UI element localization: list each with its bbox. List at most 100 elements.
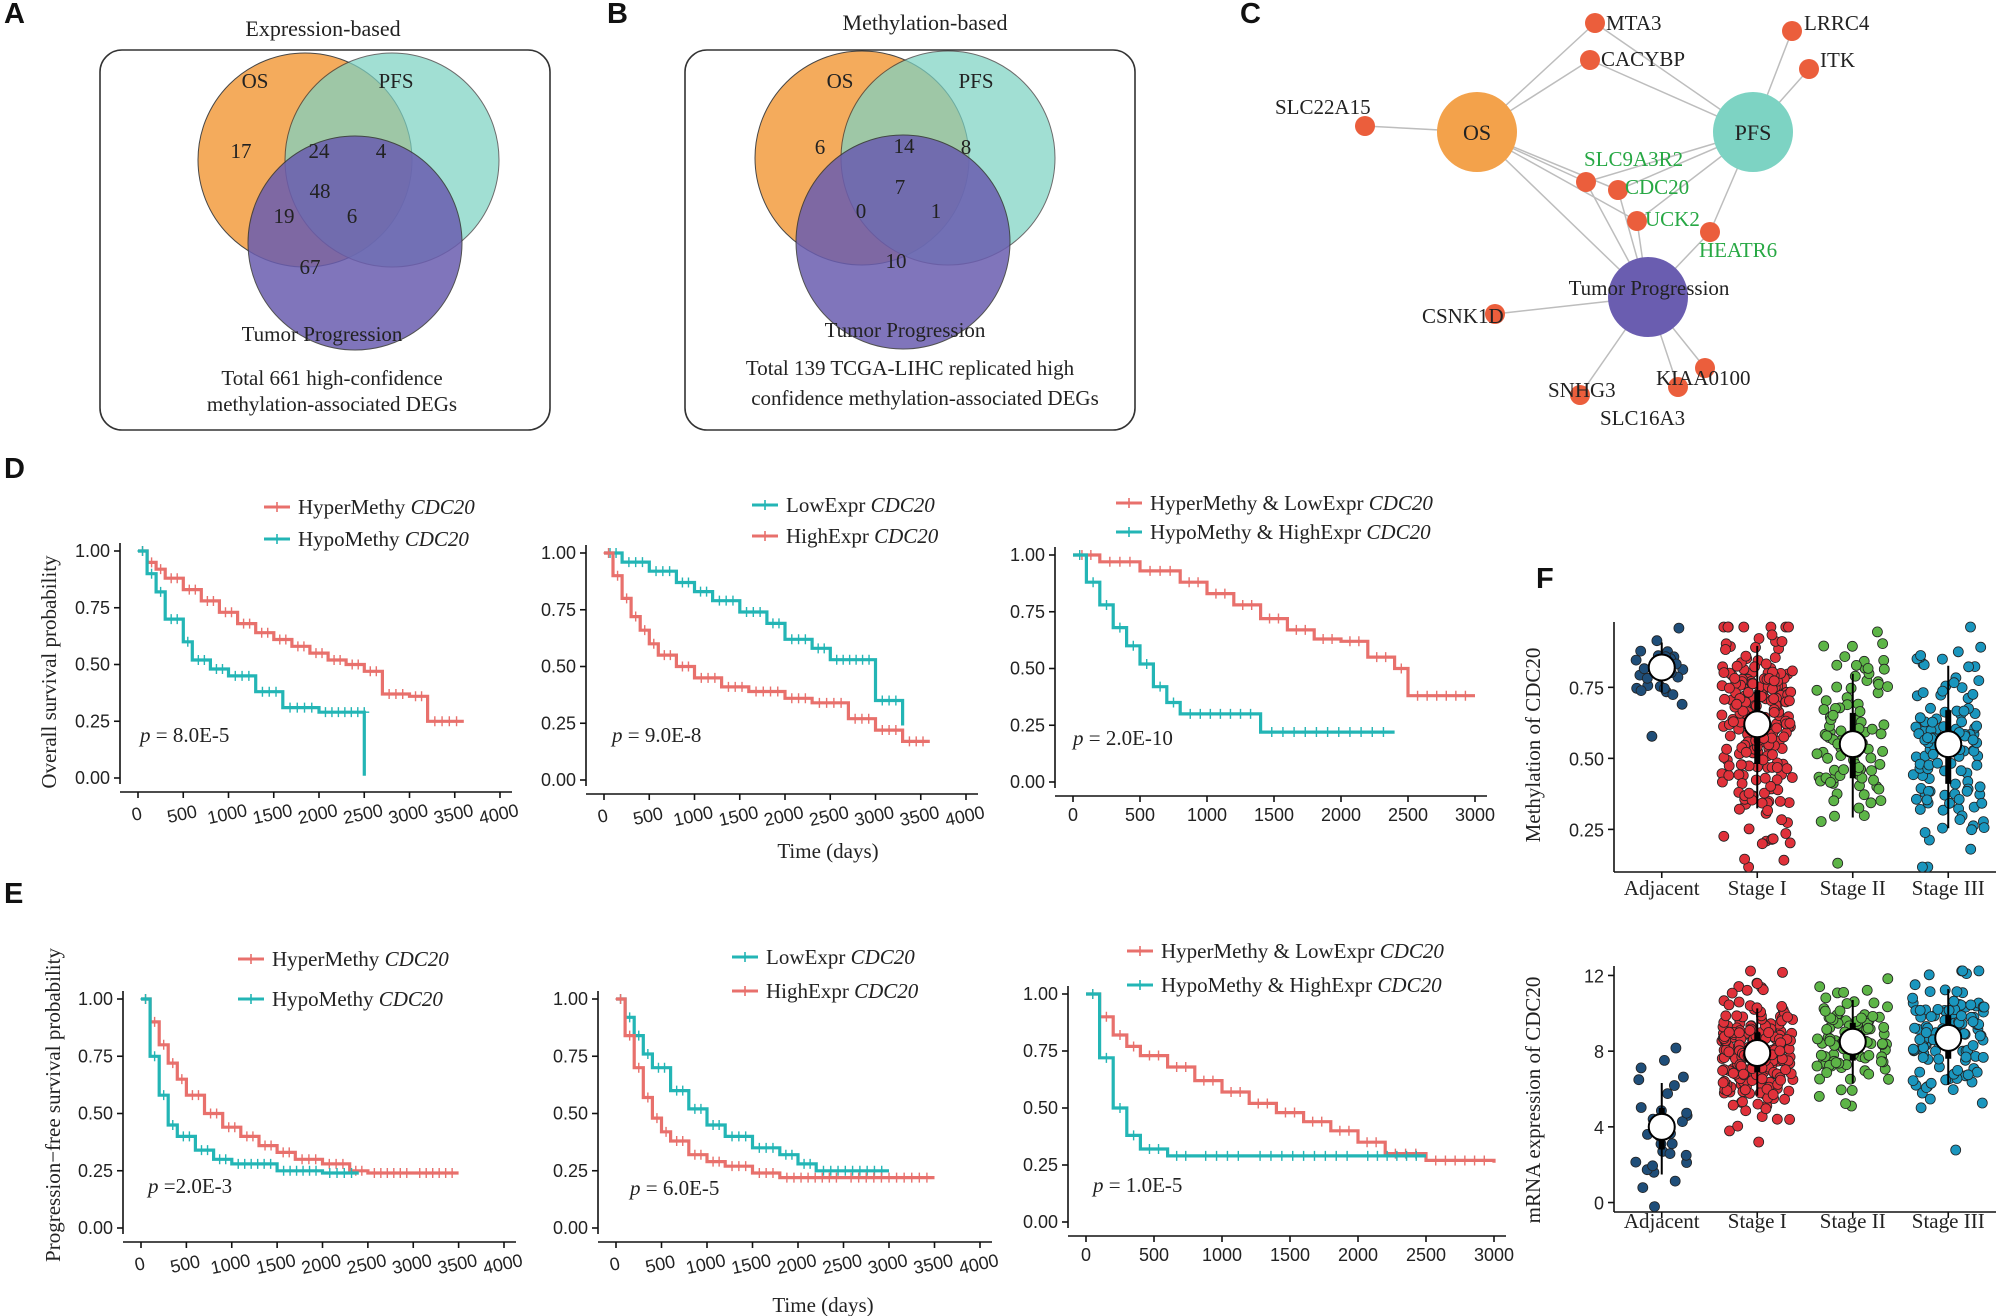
node-heatr6 (1700, 222, 1720, 242)
panel-a-caption-2: methylation-associated DEGs (207, 392, 457, 416)
censor-mark (140, 994, 151, 1004)
data-point (1861, 984, 1873, 996)
venn-b-tp-only: 10 (886, 249, 907, 273)
censor-mark (1128, 640, 1139, 651)
node-uck2 (1627, 211, 1647, 231)
data-point (1824, 1035, 1836, 1047)
km-curve-hyper (138, 549, 464, 723)
data-point (1914, 712, 1926, 724)
censor-mark (1367, 727, 1378, 738)
data-point (1877, 1038, 1888, 1050)
x-tick-label: 500 (1139, 1245, 1169, 1265)
legend-label-2: HighExpr CDC20 (786, 524, 939, 548)
censor-mark (176, 1074, 187, 1085)
censor-mark (1101, 1011, 1112, 1022)
data-point (1937, 822, 1948, 834)
x-tick-label: 2000 (762, 802, 805, 830)
x-tick-label: 500 (165, 801, 199, 827)
data-point (1845, 682, 1857, 694)
censor-mark (648, 638, 659, 649)
data-point (1774, 796, 1786, 807)
data-point (1774, 1045, 1786, 1057)
legend-label-1: HyperMethy CDC20 (272, 947, 449, 971)
gene-nodes (1355, 13, 1819, 405)
data-point (1948, 677, 1960, 689)
data-point (1907, 769, 1919, 781)
venn-b-os-pfs: 14 (894, 134, 916, 158)
data-point (1960, 1051, 1972, 1063)
data-point (1914, 804, 1926, 815)
node-cacybp (1580, 50, 1600, 70)
legend-gene: CDC20 (405, 527, 470, 551)
data-point (1962, 1069, 1974, 1081)
data-point (1978, 822, 1990, 833)
legend-swatch-mark (760, 531, 770, 541)
data-point (1669, 1080, 1680, 1091)
censor-mark (1343, 1125, 1354, 1136)
panel-c: C OS P (1240, 0, 1870, 430)
p-value-label: p = 9.0E-8 (610, 723, 701, 747)
censor-mark (661, 1126, 672, 1137)
data-point (1967, 734, 1979, 746)
censor-mark (167, 1119, 178, 1130)
data-point (1753, 1136, 1765, 1148)
censor-mark (1088, 577, 1099, 588)
data-point (1952, 646, 1964, 658)
data-point (1925, 702, 1936, 714)
legend-gene: CDC20 (851, 945, 916, 969)
gene-label-itk: ITK (1820, 48, 1855, 72)
gene-label-lrrc4: LRRC4 (1804, 11, 1870, 35)
censor-mark (1165, 565, 1176, 576)
data-point (1932, 1004, 1944, 1015)
legend-gene: CDC20 (1377, 973, 1442, 997)
censor-mark (1180, 1150, 1191, 1161)
censor-mark (683, 577, 694, 588)
data-point (1785, 686, 1797, 698)
censor-mark (229, 1122, 240, 1133)
data-point (1924, 1093, 1936, 1105)
legend-swatch-mark (740, 986, 750, 996)
data-point (1814, 1073, 1825, 1085)
data-point (1678, 1071, 1689, 1083)
censor-mark (709, 672, 720, 683)
data-point (1978, 1001, 1990, 1013)
censor-mark (1300, 727, 1311, 738)
data-point (1828, 795, 1840, 807)
censor-mark (1277, 727, 1288, 738)
data-point (1782, 1011, 1793, 1023)
data-point (1963, 661, 1974, 673)
data-point (1762, 805, 1773, 816)
x-tick-label: Stage II (1820, 876, 1886, 900)
censor-mark (1300, 624, 1311, 635)
km-curve-hypo (1073, 553, 1395, 734)
x-tick-label: 3000 (866, 1250, 909, 1278)
y-tick-label: 0.75 (1010, 602, 1045, 622)
legend-swatch-mark (246, 994, 256, 1004)
data-point (1917, 861, 1928, 873)
legend-text: HypoMethy (272, 987, 379, 1011)
censor-mark (642, 1092, 653, 1103)
km-curve-hyper (1073, 553, 1475, 698)
censor-mark (1316, 1116, 1327, 1127)
data-point (1733, 996, 1745, 1008)
venn-b-pfs-only: 8 (961, 135, 972, 159)
censor-mark (1422, 690, 1433, 701)
gene-label-uck2: UCK2 (1645, 207, 1700, 231)
censor-mark (1144, 1144, 1155, 1155)
data-point (1950, 778, 1961, 790)
x-tick-label: 500 (168, 1251, 202, 1277)
data-point (1744, 1025, 1756, 1036)
data-point (1737, 1096, 1748, 1108)
node-lrrc4 (1782, 21, 1802, 41)
venn-a-all: 48 (310, 179, 331, 203)
p-value-label: p = 1.0E-5 (1091, 1173, 1182, 1197)
data-point (1662, 1088, 1673, 1099)
data-point (1821, 1024, 1833, 1035)
censor-mark (1440, 1155, 1451, 1166)
x-tick-label: 2500 (807, 802, 850, 830)
censor-mark (1307, 1116, 1318, 1127)
censor-mark (1371, 1137, 1382, 1148)
p-value: = 9.0E-8 (623, 723, 702, 747)
censor-mark (1114, 556, 1125, 567)
data-point (1953, 794, 1965, 805)
